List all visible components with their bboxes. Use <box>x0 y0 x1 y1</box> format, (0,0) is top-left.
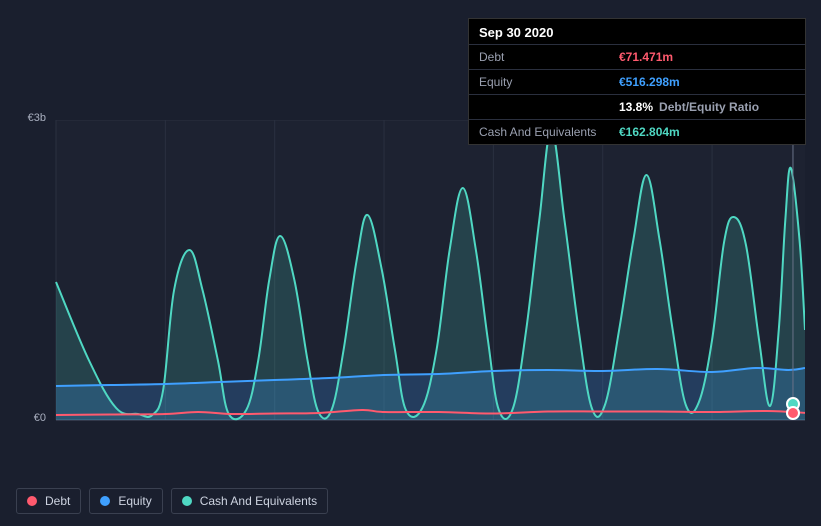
legend-swatch <box>27 496 37 506</box>
tooltip-row-value: €162.804m <box>619 125 795 139</box>
tooltip-row: Equity€516.298m <box>469 69 805 94</box>
tooltip-row: Debt€71.471m <box>469 44 805 69</box>
tooltip-row-value: €71.471m <box>619 50 795 64</box>
legend-item[interactable]: Debt <box>16 488 81 514</box>
tooltip-row-label: Equity <box>479 75 619 89</box>
chart-area[interactable]: €0€3b 2014201520162017201820192020 <box>16 120 805 470</box>
tooltip-row: Cash And Equivalents€162.804m <box>469 119 805 144</box>
legend-swatch <box>182 496 192 506</box>
legend-label: Equity <box>118 494 151 508</box>
tooltip-row-label: Cash And Equivalents <box>479 125 619 139</box>
legend-item[interactable]: Equity <box>89 488 162 514</box>
legend-label: Cash And Equivalents <box>200 494 317 508</box>
highlight-dot <box>786 406 800 420</box>
tooltip-date: Sep 30 2020 <box>469 19 805 44</box>
legend-swatch <box>100 496 110 506</box>
tooltip-row: 13.8%Debt/Equity Ratio <box>469 94 805 119</box>
legend-item[interactable]: Cash And Equivalents <box>171 488 328 514</box>
tooltip-row-value: 13.8%Debt/Equity Ratio <box>619 100 795 114</box>
chart-tooltip: Sep 30 2020 Debt€71.471mEquity€516.298m1… <box>468 18 806 145</box>
tooltip-row-label: Debt <box>479 50 619 64</box>
tooltip-row-value: €516.298m <box>619 75 795 89</box>
chart-legend: Debt Equity Cash And Equivalents <box>16 488 328 514</box>
line-chart-svg <box>16 120 805 470</box>
tooltip-row-label <box>479 100 619 114</box>
legend-label: Debt <box>45 494 70 508</box>
